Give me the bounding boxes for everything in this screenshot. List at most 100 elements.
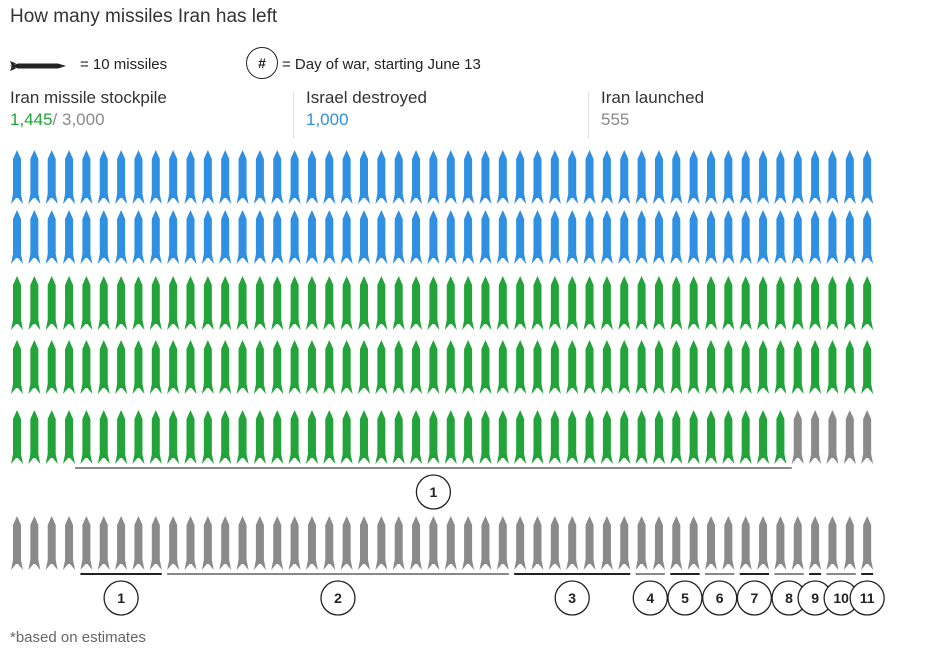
- missile-icon: [462, 340, 475, 394]
- missile-icon: [45, 410, 58, 464]
- missile-icon: [115, 410, 128, 464]
- missile-icon: [444, 516, 457, 570]
- day-circle: [554, 580, 590, 616]
- missile-icon: [843, 276, 856, 330]
- missile-icon: [427, 276, 440, 330]
- missile-icon: [28, 150, 41, 204]
- missile-icon: [288, 516, 301, 570]
- missile-icon: [115, 516, 128, 570]
- missile-icon: [809, 516, 822, 570]
- missile-icon: [774, 150, 787, 204]
- missile-icon: [861, 516, 874, 570]
- missile-icon: [358, 150, 370, 204]
- missile-icon: [444, 410, 457, 464]
- missile-icon: [479, 516, 492, 570]
- missile-icon: [253, 340, 266, 394]
- missile-icon: [618, 276, 631, 330]
- missile-icon: [583, 340, 596, 394]
- missile-icon: [548, 210, 561, 264]
- missile-icon: [375, 410, 388, 464]
- missile-icon: [843, 340, 856, 394]
- missile-icon: [149, 276, 162, 330]
- missile-icon: [97, 340, 110, 394]
- missile-icon: [826, 210, 839, 264]
- missile-icon: [670, 276, 683, 330]
- missile-icon: [757, 150, 770, 204]
- missile-icon: [496, 210, 509, 264]
- missile-icon: [271, 340, 284, 394]
- missile-icon: [63, 410, 76, 464]
- missile-icon: [28, 210, 41, 264]
- stat-stockpile: Iran missile stockpile 1,445/ 3,000: [10, 88, 167, 130]
- missile-icon: [705, 276, 717, 330]
- missile-icon: [514, 150, 527, 204]
- chart-title: How many missiles Iran has left: [10, 6, 278, 27]
- missile-icon: [427, 340, 440, 394]
- missile-icon: [514, 276, 527, 330]
- day-label: 11: [860, 590, 875, 606]
- missile-icon: [635, 210, 648, 264]
- missile-icon: [271, 410, 284, 464]
- day-circle: [415, 474, 452, 510]
- missile-icon: [670, 340, 683, 394]
- missile-icon: [410, 410, 423, 464]
- missile-icon: [705, 410, 717, 464]
- missile-icon: [757, 276, 770, 330]
- missile-icon: [652, 210, 665, 264]
- missile-icon: [80, 150, 93, 204]
- missile-icon: [687, 410, 700, 464]
- missile-icon: [462, 276, 475, 330]
- missile-icon: [548, 276, 561, 330]
- missile-icon: [462, 150, 475, 204]
- day-legend-label: = Day of war, starting June 13: [282, 56, 481, 73]
- missile-icon: [566, 276, 579, 330]
- missile-icon: [635, 410, 648, 464]
- missile-icon: [618, 410, 631, 464]
- missile-icon: [670, 516, 683, 570]
- missile-icon: [600, 150, 613, 204]
- missile-icon: [323, 410, 336, 464]
- missile-icon: [288, 210, 301, 264]
- missile-icon: [149, 210, 162, 264]
- missile-icon: [271, 276, 284, 330]
- missile-icon: [323, 516, 336, 570]
- missile-icon: [11, 210, 23, 264]
- day-label: 4: [646, 590, 654, 606]
- missile-icon: [63, 516, 76, 570]
- missile-icon: [236, 210, 249, 264]
- missile-icon: [462, 410, 475, 464]
- missile-icon: [358, 516, 370, 570]
- missile-icon: [219, 150, 232, 204]
- missile-icon: [722, 516, 735, 570]
- missile-icon: [45, 150, 58, 204]
- stat-divider: [588, 92, 589, 138]
- missile-icon: [531, 340, 544, 394]
- missile-icon: [201, 410, 214, 464]
- missile-icon: [861, 410, 874, 464]
- missile-icon: [201, 150, 214, 204]
- missile-icon: [479, 276, 492, 330]
- missile-icon: [97, 276, 110, 330]
- day-label: 5: [681, 590, 689, 606]
- missile-icon: [757, 410, 770, 464]
- missile-icon: [462, 516, 475, 570]
- missile-icon: [288, 340, 301, 394]
- missile-icon: [722, 276, 735, 330]
- missile-icon: [652, 410, 665, 464]
- missile-icon: [566, 150, 579, 204]
- missile-icon: [791, 340, 804, 394]
- missile-icon: [600, 410, 613, 464]
- missile-icon: [826, 150, 839, 204]
- day-label: 2: [334, 590, 342, 606]
- stat-divider: [293, 92, 294, 138]
- day-circle: [632, 580, 668, 616]
- missile-icon: [652, 150, 665, 204]
- missile-icon: [253, 516, 266, 570]
- missile-icon: [392, 150, 405, 204]
- missile-icon: [566, 516, 579, 570]
- missile-icon: [427, 210, 440, 264]
- day-label: 6: [716, 590, 724, 606]
- missile-icon: [167, 516, 180, 570]
- missile-icon: [843, 150, 856, 204]
- missile-icon: [427, 150, 440, 204]
